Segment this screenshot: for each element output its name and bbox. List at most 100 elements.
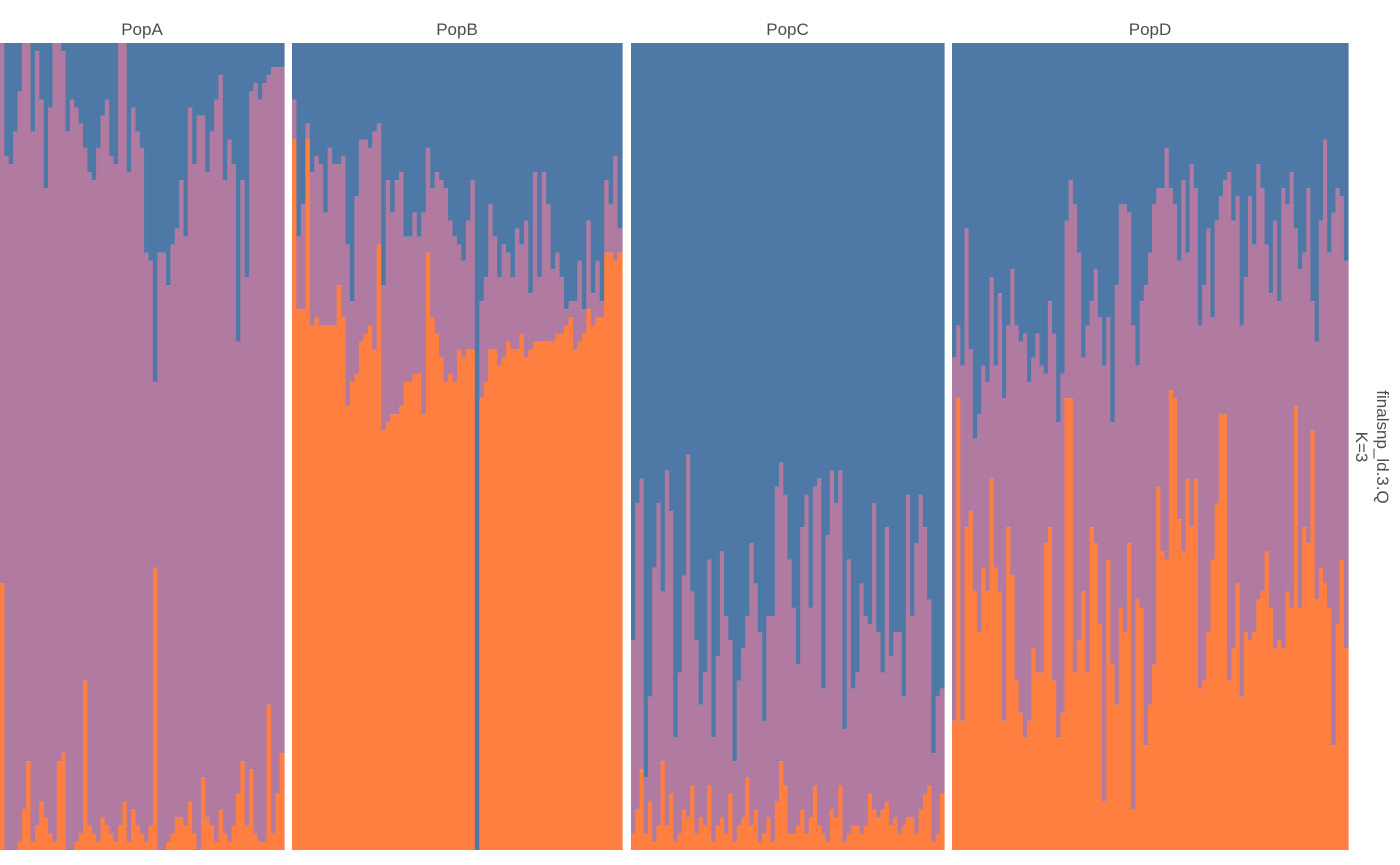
bar-popc-44-cluster1 bbox=[817, 43, 822, 479]
bar-popd-41-cluster3 bbox=[1122, 632, 1128, 850]
bar-popa-45-cluster1 bbox=[196, 43, 202, 116]
bar-popa-57-cluster3 bbox=[249, 769, 255, 850]
bar-popd-73-cluster1 bbox=[1256, 43, 1262, 165]
bar-popa-49-cluster3 bbox=[214, 841, 220, 850]
bar-popa-45-cluster2 bbox=[196, 115, 202, 850]
bar-popc-50-cluster3 bbox=[842, 841, 848, 850]
bar-popc-43-cluster2 bbox=[812, 486, 818, 786]
facet-label-popb: PopB bbox=[436, 20, 478, 39]
bar-popa-36-cluster2 bbox=[157, 252, 163, 850]
bar-popc-68-cluster3 bbox=[918, 809, 924, 850]
bar-popd-5-cluster2 bbox=[972, 438, 978, 592]
bar-popc-18-cluster3 bbox=[707, 785, 712, 850]
bar-popc-28-cluster3 bbox=[749, 825, 755, 850]
bar-popc-10-cluster3 bbox=[673, 841, 679, 850]
bar-popb-48-cluster1 bbox=[506, 43, 512, 253]
bar-popd-91-cluster2 bbox=[1331, 212, 1337, 746]
bar-popb-62-cluster1 bbox=[568, 43, 574, 302]
bar-popa-51-cluster1 bbox=[222, 43, 228, 181]
bar-popd-32-cluster1 bbox=[1085, 43, 1091, 326]
bar-popd-88-cluster1 bbox=[1318, 43, 1324, 221]
bar-popd-47-cluster1 bbox=[1147, 43, 1153, 253]
bar-popd-24-cluster1 bbox=[1052, 43, 1057, 334]
bar-popa-43-cluster1 bbox=[187, 43, 193, 108]
bar-popc-25-cluster2 bbox=[736, 680, 742, 826]
bar-popd-11-cluster3 bbox=[997, 591, 1003, 850]
bar-popd-67-cluster2 bbox=[1231, 220, 1237, 649]
bar-popd-56-cluster2 bbox=[1185, 252, 1191, 479]
bar-popa-34-cluster2 bbox=[148, 260, 154, 826]
bar-popb-72-cluster3 bbox=[613, 260, 619, 850]
bar-popd-10-cluster1 bbox=[993, 43, 999, 366]
bar-popd-45-cluster2 bbox=[1139, 301, 1145, 608]
bar-popc-0-cluster2 bbox=[631, 640, 636, 834]
bar-popa-33-cluster2 bbox=[144, 252, 150, 842]
bar-popc-39-cluster2 bbox=[795, 664, 801, 826]
bar-popb-51-cluster3 bbox=[519, 333, 525, 850]
bar-popb-8-cluster2 bbox=[327, 147, 333, 326]
bar-popb-40-cluster2 bbox=[470, 180, 476, 350]
bar-popc-33-cluster1 bbox=[770, 43, 776, 616]
bar-popc-64-cluster2 bbox=[901, 696, 907, 826]
bar-popd-19-cluster1 bbox=[1031, 43, 1036, 358]
bar-popb-69-cluster3 bbox=[599, 317, 605, 850]
bar-popc-27-cluster1 bbox=[745, 43, 751, 616]
bar-popd-41-cluster2 bbox=[1122, 204, 1128, 633]
bar-popd-92-cluster2 bbox=[1335, 188, 1341, 625]
bar-popb-28-cluster2 bbox=[416, 236, 422, 374]
bar-popd-29-cluster2 bbox=[1072, 204, 1078, 673]
bar-popd-20-cluster1 bbox=[1035, 43, 1041, 334]
bar-popc-35-cluster2 bbox=[779, 462, 784, 762]
bar-popd-64-cluster2 bbox=[1218, 196, 1224, 415]
bar-popc-56-cluster3 bbox=[867, 793, 873, 850]
bar-popb-72-cluster2 bbox=[613, 155, 619, 261]
bar-popd-1-cluster1 bbox=[956, 43, 961, 326]
bar-popa-7-cluster1 bbox=[30, 43, 36, 132]
bar-popb-43-cluster3 bbox=[483, 381, 489, 850]
bar-popd-6-cluster2 bbox=[977, 414, 982, 633]
bar-popb-34-cluster1 bbox=[443, 43, 449, 189]
bar-popc-6-cluster1 bbox=[656, 43, 662, 503]
bar-popd-61-cluster1 bbox=[1206, 43, 1212, 229]
bar-popd-28-cluster1 bbox=[1068, 43, 1074, 181]
bar-popb-8-cluster1 bbox=[327, 43, 333, 148]
bar-popc-24-cluster3 bbox=[732, 841, 738, 850]
bar-popb-33-cluster1 bbox=[439, 43, 445, 181]
bar-popa-52-cluster2 bbox=[227, 139, 233, 842]
bar-popa-10-cluster1 bbox=[43, 43, 49, 189]
bar-popd-68-cluster3 bbox=[1235, 583, 1241, 850]
bar-popd-20-cluster2 bbox=[1035, 333, 1041, 673]
bar-popd-89-cluster1 bbox=[1322, 43, 1328, 140]
bar-popd-15-cluster3 bbox=[1014, 680, 1020, 850]
bar-popb-65-cluster2 bbox=[581, 309, 587, 334]
bar-popb-30-cluster2 bbox=[425, 147, 431, 253]
bar-popd-12-cluster3 bbox=[1002, 720, 1007, 850]
bar-popc-49-cluster2 bbox=[838, 470, 844, 786]
bar-popc-30-cluster2 bbox=[757, 632, 763, 842]
bar-popb-44-cluster3 bbox=[488, 349, 494, 850]
bar-popd-1-cluster3 bbox=[956, 398, 961, 850]
bar-popa-19-cluster1 bbox=[83, 43, 88, 148]
bar-popd-60-cluster1 bbox=[1202, 43, 1207, 286]
bar-popd-57-cluster3 bbox=[1189, 527, 1195, 850]
bar-popb-27-cluster2 bbox=[412, 212, 418, 374]
bar-popd-46-cluster1 bbox=[1143, 43, 1149, 286]
bar-popc-45-cluster3 bbox=[821, 833, 827, 850]
bar-popc-5-cluster3 bbox=[652, 841, 657, 850]
bar-popd-22-cluster2 bbox=[1043, 373, 1049, 544]
bar-popd-55-cluster1 bbox=[1181, 43, 1187, 181]
bar-popb-50-cluster1 bbox=[514, 43, 521, 229]
bar-popd-64-cluster3 bbox=[1218, 414, 1224, 850]
bar-popc-7-cluster2 bbox=[660, 591, 666, 762]
bar-popa-53-cluster1 bbox=[231, 43, 237, 165]
bar-popd-66-cluster2 bbox=[1227, 172, 1232, 681]
bar-popd-56-cluster3 bbox=[1185, 478, 1191, 850]
bar-popb-63-cluster2 bbox=[572, 301, 579, 350]
bar-popd-93-cluster3 bbox=[1339, 559, 1345, 850]
bar-popb-23-cluster1 bbox=[394, 43, 400, 181]
bar-popb-58-cluster3 bbox=[550, 341, 556, 850]
bar-popb-50-cluster3 bbox=[514, 349, 521, 850]
bar-popa-30-cluster2 bbox=[131, 107, 137, 810]
bar-popa-18-cluster2 bbox=[78, 123, 84, 834]
bar-popd-52-cluster3 bbox=[1168, 390, 1174, 850]
